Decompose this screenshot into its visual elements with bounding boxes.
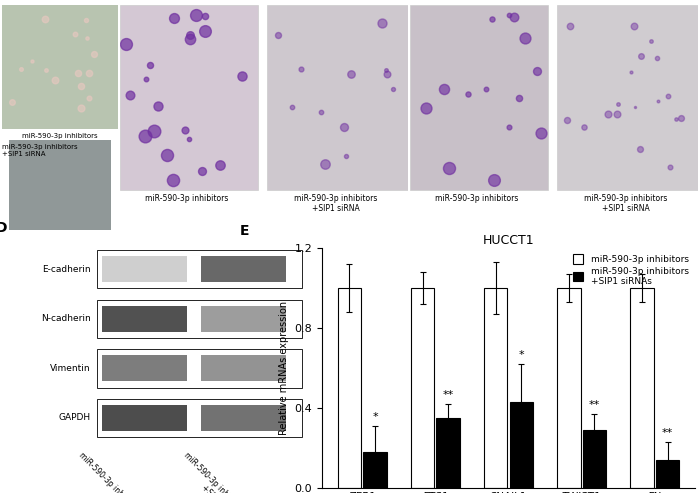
Bar: [410, 5, 548, 189]
Bar: [102, 405, 187, 431]
Text: **: **: [662, 428, 673, 438]
Text: miR-590-3p inhibitors: miR-590-3p inhibitors: [435, 194, 518, 203]
Text: miR-590-3p inhibitors
+SIP1 siRNA: miR-590-3p inhibitors +SIP1 siRNA: [584, 194, 668, 213]
Bar: [97, 250, 302, 288]
Bar: [102, 306, 187, 332]
Bar: [363, 452, 386, 488]
Text: miR-590-3p inhibitors
+SIP1 siRNA: miR-590-3p inhibitors +SIP1 siRNA: [2, 144, 78, 157]
Bar: [484, 288, 508, 488]
Text: miR-590-3p inhibitors
+SIP1 siRNA: miR-590-3p inhibitors +SIP1 siRNA: [294, 194, 378, 213]
Text: miR-590-3p inhibitors: miR-590-3p inhibitors: [22, 133, 98, 139]
Bar: [97, 349, 302, 387]
Bar: [2, 5, 118, 129]
Text: E: E: [240, 224, 249, 239]
Bar: [557, 288, 580, 488]
Bar: [102, 256, 187, 282]
Bar: [630, 288, 654, 488]
Bar: [582, 430, 606, 488]
Bar: [201, 405, 286, 431]
Text: miR-590-3p inhibitors: miR-590-3p inhibitors: [77, 451, 143, 493]
Bar: [411, 288, 434, 488]
Text: **: **: [442, 390, 454, 400]
Text: **: **: [589, 400, 600, 410]
Bar: [201, 355, 286, 382]
Text: N-cadherin: N-cadherin: [41, 314, 90, 323]
Bar: [437, 418, 460, 488]
Bar: [9, 140, 111, 230]
Bar: [201, 306, 286, 332]
Text: *: *: [519, 350, 524, 360]
Text: miR-590-3p inhibitors: miR-590-3p inhibitors: [145, 194, 228, 203]
Text: *: *: [372, 412, 378, 422]
Text: miR-590-3p inhibitors
+SIP1 siRNA: miR-590-3p inhibitors +SIP1 siRNA: [174, 451, 247, 493]
Text: Vimentin: Vimentin: [50, 364, 90, 373]
Bar: [337, 288, 361, 488]
Bar: [97, 300, 302, 338]
Y-axis label: Relative mRNAs expression: Relative mRNAs expression: [279, 301, 289, 435]
Text: GAPDH: GAPDH: [58, 414, 90, 423]
Bar: [120, 5, 258, 189]
Legend: miR-590-3p inhibitors, miR-590-3p inhibitors
+SIP1 siRNAs: miR-590-3p inhibitors, miR-590-3p inhibi…: [570, 252, 690, 288]
Bar: [201, 256, 286, 282]
Bar: [102, 355, 187, 382]
Title: HUCCT1: HUCCT1: [483, 234, 534, 247]
Text: D: D: [0, 221, 7, 235]
Text: E-cadherin: E-cadherin: [42, 265, 90, 274]
Bar: [510, 402, 533, 488]
Bar: [557, 5, 698, 189]
Bar: [267, 5, 408, 189]
Bar: [97, 399, 302, 437]
Bar: [656, 460, 679, 488]
